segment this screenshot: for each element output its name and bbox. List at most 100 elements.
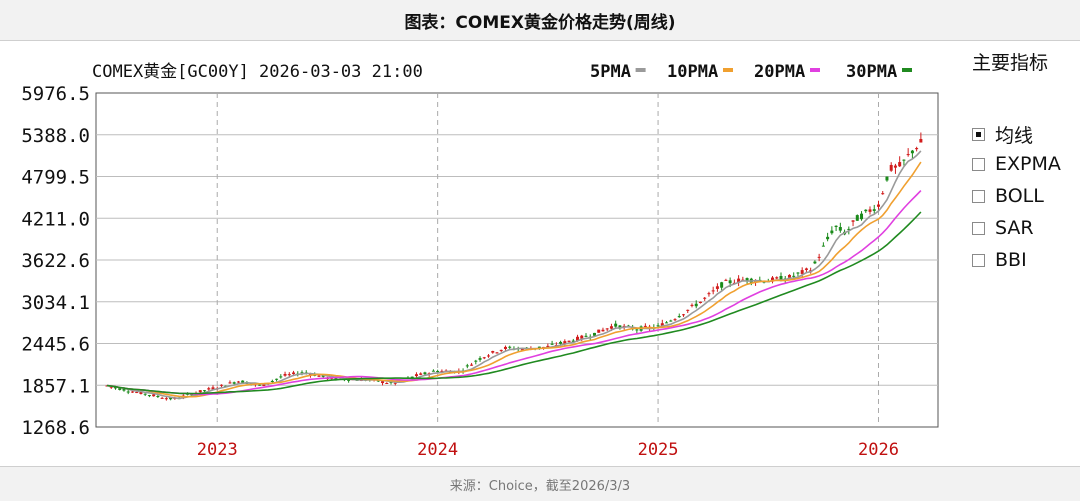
- indicator-label: 均线: [995, 125, 1034, 147]
- candle-body: [470, 364, 474, 366]
- candle-body: [164, 398, 168, 400]
- candle-body: [779, 276, 783, 282]
- candle-body: [347, 379, 351, 381]
- indicator-panel-title: 主要指标: [972, 52, 1049, 74]
- candle-body: [186, 393, 190, 395]
- candle-body: [720, 282, 724, 288]
- candle-body: [495, 352, 499, 354]
- candle-body: [503, 346, 507, 349]
- candle-body: [279, 376, 283, 378]
- candle-body: [618, 325, 622, 329]
- candle-body: [389, 381, 393, 383]
- candle-body: [465, 365, 469, 367]
- candle-body: [872, 209, 876, 211]
- candle-body: [592, 332, 596, 336]
- candle-body: [207, 388, 211, 390]
- candle-body: [792, 275, 796, 277]
- y-tick-label: 4211.0: [21, 208, 90, 230]
- x-tick-label: 2026: [858, 440, 899, 460]
- candle-body: [915, 148, 919, 150]
- indicator-checkbox[interactable]: [972, 189, 985, 203]
- indicator-option[interactable]: BBI: [972, 249, 1027, 271]
- indicator-option[interactable]: EXPMA: [972, 153, 1061, 175]
- candle-body: [609, 326, 613, 329]
- candle-body: [559, 341, 563, 344]
- candle-body: [584, 335, 588, 337]
- candle-body: [656, 325, 660, 327]
- indicator-option[interactable]: BOLL: [972, 185, 1044, 207]
- indicator-checkbox[interactable]: [972, 157, 985, 171]
- x-tick-label: 2023: [197, 440, 238, 460]
- candle-body: [817, 256, 821, 258]
- candle-body: [258, 384, 262, 386]
- candle-body: [724, 279, 728, 281]
- candle-body: [156, 395, 160, 397]
- candle-body: [385, 383, 389, 385]
- candle-body: [491, 351, 495, 353]
- legend-label: 5PMA: [590, 62, 631, 82]
- candle-body: [321, 375, 325, 377]
- legend-swatch: [635, 68, 646, 72]
- candle-body: [665, 322, 669, 324]
- candle-body: [198, 390, 202, 393]
- candle-body: [393, 382, 397, 384]
- candle-body: [482, 357, 486, 359]
- candle-body: [334, 377, 338, 380]
- indicator-option[interactable]: SAR: [972, 217, 1034, 239]
- candle-body: [893, 165, 897, 168]
- candle-body: [410, 376, 414, 378]
- candle-body: [130, 391, 134, 393]
- price-chart: 5976.5 5388.0 4799.5 4211.0 3622.6 3034.1 2445…: [21, 62, 939, 460]
- candle-body: [118, 388, 122, 390]
- indicator-label: BOLL: [995, 185, 1044, 207]
- candle-body: [126, 391, 130, 393]
- indicator-checkbox[interactable]: [972, 128, 985, 141]
- ma-line-5PMA: [106, 150, 922, 400]
- indicator-checkbox[interactable]: [972, 253, 985, 267]
- chart-header: COMEX黄金[GC00Y] 2026-03-03 21:00: [92, 62, 423, 82]
- candle-body: [889, 164, 893, 171]
- candle-body: [855, 215, 859, 221]
- candle-body: [478, 358, 482, 360]
- candle-body: [745, 278, 749, 282]
- candle-body: [737, 278, 741, 283]
- x-tick-label: 2024: [417, 440, 458, 460]
- y-tick-label: 3622.6: [21, 250, 90, 272]
- legend-swatch: [902, 68, 912, 72]
- y-tick-label: 3034.1: [21, 292, 90, 314]
- candle-body: [436, 370, 440, 373]
- indicator-checkbox[interactable]: [972, 221, 985, 235]
- candle-body: [232, 382, 236, 384]
- candle-body: [787, 274, 791, 278]
- y-tick-label: 2445.6: [21, 334, 90, 356]
- candle-body: [135, 392, 139, 394]
- candle-body: [287, 374, 291, 376]
- source-footer: 来源：Choice，截至2026/3/3: [0, 466, 1080, 501]
- candle-body: [270, 380, 274, 382]
- y-tick-label: 4799.5: [21, 167, 90, 189]
- candle-body: [868, 209, 872, 212]
- candle-body: [804, 268, 808, 270]
- candle-body: [499, 349, 503, 351]
- candle-body: [143, 393, 147, 395]
- chart-title-bar: 图表：COMEX黄金价格走势(周线): [0, 0, 1080, 41]
- candle-body: [711, 290, 715, 292]
- candle-body: [605, 328, 609, 330]
- candle-body: [474, 360, 478, 362]
- candle-body: [643, 325, 647, 327]
- indicator-option[interactable]: 均线: [972, 121, 1033, 148]
- indicator-label: BBI: [995, 249, 1027, 271]
- candle-body: [169, 397, 173, 400]
- candle-body: [876, 204, 880, 207]
- chart-area: 5976.5 5388.0 4799.5 4211.0 3622.6 3034.1 2445…: [0, 41, 1080, 465]
- candle-body: [576, 336, 580, 341]
- candle-body: [431, 370, 435, 372]
- candle-body: [147, 395, 151, 397]
- y-tick-label: 5976.5: [21, 83, 90, 105]
- candle-body: [520, 348, 524, 351]
- candle-body: [635, 329, 639, 331]
- candle-body: [660, 323, 664, 327]
- candle-body: [508, 346, 512, 348]
- ma-line-10PMA: [106, 161, 922, 398]
- y-tick-label: 1857.1: [21, 375, 90, 397]
